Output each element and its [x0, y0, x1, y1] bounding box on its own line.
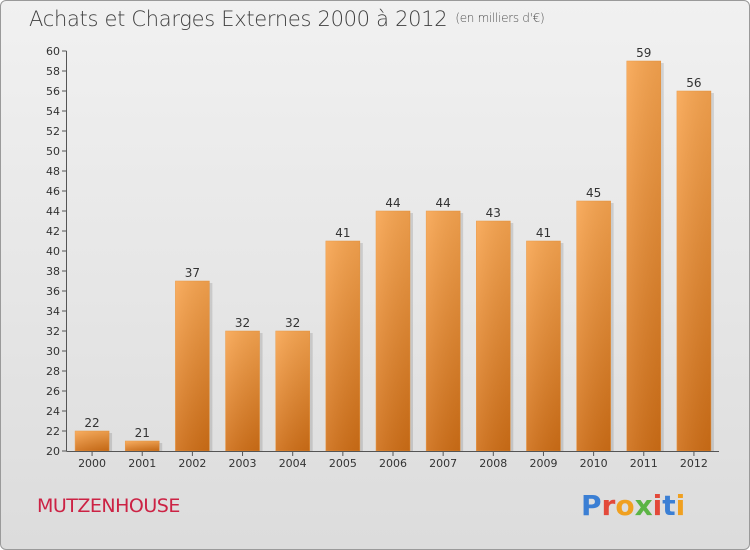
- y-tick-label: 36: [46, 285, 60, 298]
- y-tick-label: 32: [46, 325, 60, 338]
- bar-highlight: [626, 61, 661, 451]
- y-tick-label: 48: [46, 165, 60, 178]
- y-tick-label: 34: [46, 305, 60, 318]
- x-tick-label: 2005: [329, 457, 357, 470]
- y-tick-label: 54: [46, 105, 60, 118]
- x-tick-label: 2007: [429, 457, 457, 470]
- y-tick-label: 28: [46, 365, 60, 378]
- bar-value-label: 45: [586, 186, 601, 200]
- x-axis: 2000 2001 2002 2003 2004 2005 2006 2007 2008 2009…: [66, 451, 719, 470]
- bar-value-label: 41: [536, 226, 551, 240]
- y-tick-label: 22: [46, 425, 60, 438]
- bar-highlight: [275, 331, 310, 451]
- proxiti-logo[interactable]: Proxiti: [581, 489, 685, 522]
- x-tick-label: 2010: [580, 457, 608, 470]
- bar-value-label: 59: [636, 46, 651, 60]
- town-name: MUTZENHOUSE: [37, 495, 180, 517]
- logo-letter: o: [615, 489, 635, 522]
- logo-letter: x: [634, 489, 653, 522]
- bar-value-label: 44: [385, 196, 400, 210]
- bar-highlight: [526, 241, 561, 451]
- bars: 22 21 37 32 32 41 44 44 43 41 45 59 56: [74, 46, 714, 452]
- bar-value-label: 44: [436, 196, 451, 210]
- logo-letter: t: [662, 489, 676, 522]
- y-tick-label: 26: [46, 385, 60, 398]
- y-tick-label: 56: [46, 85, 60, 98]
- bar-highlight: [175, 281, 210, 451]
- y-tick-label: 52: [46, 125, 60, 138]
- x-tick-label: 2002: [178, 457, 206, 470]
- x-tick-label: 2006: [379, 457, 407, 470]
- x-tick-label: 2008: [479, 457, 507, 470]
- y-tick-label: 42: [46, 225, 60, 238]
- bar-value-label: 37: [185, 266, 200, 280]
- y-tick-label: 58: [46, 65, 60, 78]
- chart-unit: (en milliers d'€): [455, 11, 545, 25]
- y-tick-label: 24: [46, 405, 60, 418]
- bar-highlight: [476, 221, 511, 451]
- bar-value-label: 41: [335, 226, 350, 240]
- y-tick-label: 60: [46, 45, 60, 58]
- logo-letter: r: [601, 489, 616, 522]
- y-axis: 20 22 24 26 28 30 32 34 36 38 40 42 44 46 48 50 52 54 56 58…: [46, 45, 67, 458]
- bar-highlight: [125, 441, 160, 451]
- y-tick-label: 38: [46, 265, 60, 278]
- bar-highlight: [676, 91, 711, 451]
- bar-highlight: [75, 431, 110, 451]
- logo-letter: P: [581, 489, 602, 522]
- bar-highlight: [225, 331, 260, 451]
- bar-value-label: 22: [84, 416, 99, 430]
- bar-highlight: [426, 211, 461, 451]
- logo-letter: i: [652, 489, 663, 522]
- bar-value-label: 43: [486, 206, 501, 220]
- bar-highlight: [325, 241, 360, 451]
- y-tick-label: 44: [46, 205, 60, 218]
- x-tick-label: 2001: [128, 457, 156, 470]
- bar-highlight: [376, 211, 410, 451]
- y-tick-label: 50: [46, 145, 60, 158]
- x-tick-label: 2000: [78, 457, 106, 470]
- x-tick-label: 2004: [279, 457, 307, 470]
- bar-value-label: 32: [285, 316, 300, 330]
- x-tick-label: 2009: [529, 457, 557, 470]
- bar-highlight: [576, 201, 611, 451]
- x-tick-label: 2011: [630, 457, 658, 470]
- bar-value-label: 32: [235, 316, 250, 330]
- y-tick-label: 40: [46, 245, 60, 258]
- y-tick-label: 30: [46, 345, 60, 358]
- bar-value-label: 21: [135, 426, 150, 440]
- y-tick-label: 46: [46, 185, 60, 198]
- chart-title: Achats et Charges Externes 2000 à 2012 (e…: [29, 7, 545, 31]
- x-tick-label: 2012: [680, 457, 708, 470]
- chart-title-text: Achats et Charges Externes 2000 à 2012: [29, 7, 448, 31]
- y-tick-label: 20: [46, 445, 60, 458]
- logo-letter: i: [675, 489, 686, 522]
- bar-value-label: 56: [686, 76, 701, 90]
- x-tick-label: 2003: [229, 457, 257, 470]
